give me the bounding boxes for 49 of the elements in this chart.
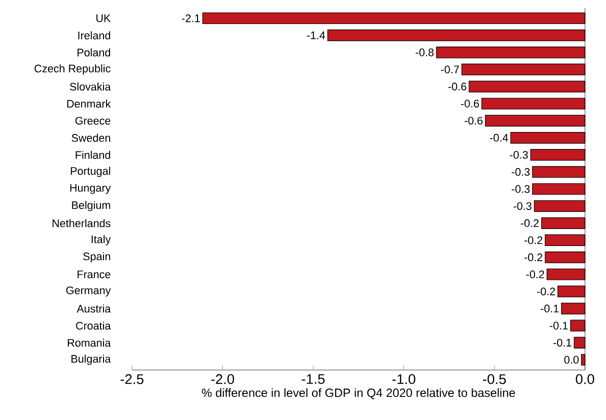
y-tick-label: Netherlands xyxy=(52,219,110,228)
y-tick-label: Croatia xyxy=(76,322,111,330)
data-label: -0.2 xyxy=(526,270,544,278)
data-label: -0.2 xyxy=(524,253,542,262)
y-tick-label: Italy xyxy=(92,235,111,246)
data-label: -1.4 xyxy=(307,32,326,40)
data-label: -0.8 xyxy=(416,48,434,56)
y-tick-label: Belgium xyxy=(72,200,110,212)
y-tick-label: Portugal xyxy=(70,166,110,178)
y-tick-label: Poland xyxy=(78,48,110,56)
data-label: -0.1 xyxy=(553,338,572,347)
y-tick-label: Romania xyxy=(68,338,111,347)
y-tick-label: Sweden xyxy=(72,134,110,142)
y-tick-label: Czech Republic xyxy=(34,64,110,75)
data-label: -0.1 xyxy=(540,304,559,312)
y-tick-label: Austria xyxy=(76,304,111,313)
data-label: -0.2 xyxy=(520,219,539,228)
x-tick-label: -1.0 xyxy=(392,374,416,384)
data-label: -0.2 xyxy=(524,236,542,244)
x-tick-label: -0.5 xyxy=(483,374,506,384)
y-tick-label: UK xyxy=(96,14,111,22)
data-label: -0.4 xyxy=(490,134,508,142)
data-label: 0.0 xyxy=(564,356,579,364)
x-tick-label: 0.0 xyxy=(576,374,594,384)
data-label: -0.6 xyxy=(461,100,479,108)
data-label: -0.3 xyxy=(512,168,530,176)
data-label: -0.6 xyxy=(448,82,466,90)
x-tick-label: -2.5 xyxy=(120,374,144,384)
data-label: -0.1 xyxy=(550,322,568,330)
data-label: -0.3 xyxy=(514,202,532,210)
y-tick-label: Greece xyxy=(75,116,110,125)
data-label: -0.3 xyxy=(510,150,528,159)
y-tick-label: Slovakia xyxy=(70,82,111,91)
y-tick-label: Germany xyxy=(66,286,111,296)
x-tick-label: -2.0 xyxy=(211,374,234,384)
data-label: -2.1 xyxy=(182,14,200,22)
y-tick-label: Denmark xyxy=(67,100,111,108)
y-tick-label: France xyxy=(78,270,110,278)
y-tick-label: Finland xyxy=(76,150,110,159)
y-tick-label: Hungary xyxy=(70,184,111,194)
data-label: -0.2 xyxy=(537,288,555,296)
x-axis-title: % difference in level of GDP in Q4 2020 relative to baseline xyxy=(202,388,515,400)
y-tick-label: Bulgaria xyxy=(72,354,111,365)
y-tick-label: Ireland xyxy=(78,31,110,40)
data-label: -0.3 xyxy=(512,185,530,193)
data-label: -0.6 xyxy=(464,116,483,125)
data-label: -0.7 xyxy=(441,66,459,74)
x-tick-label: -1.5 xyxy=(302,374,325,384)
y-tick-label: Spain xyxy=(83,252,110,262)
